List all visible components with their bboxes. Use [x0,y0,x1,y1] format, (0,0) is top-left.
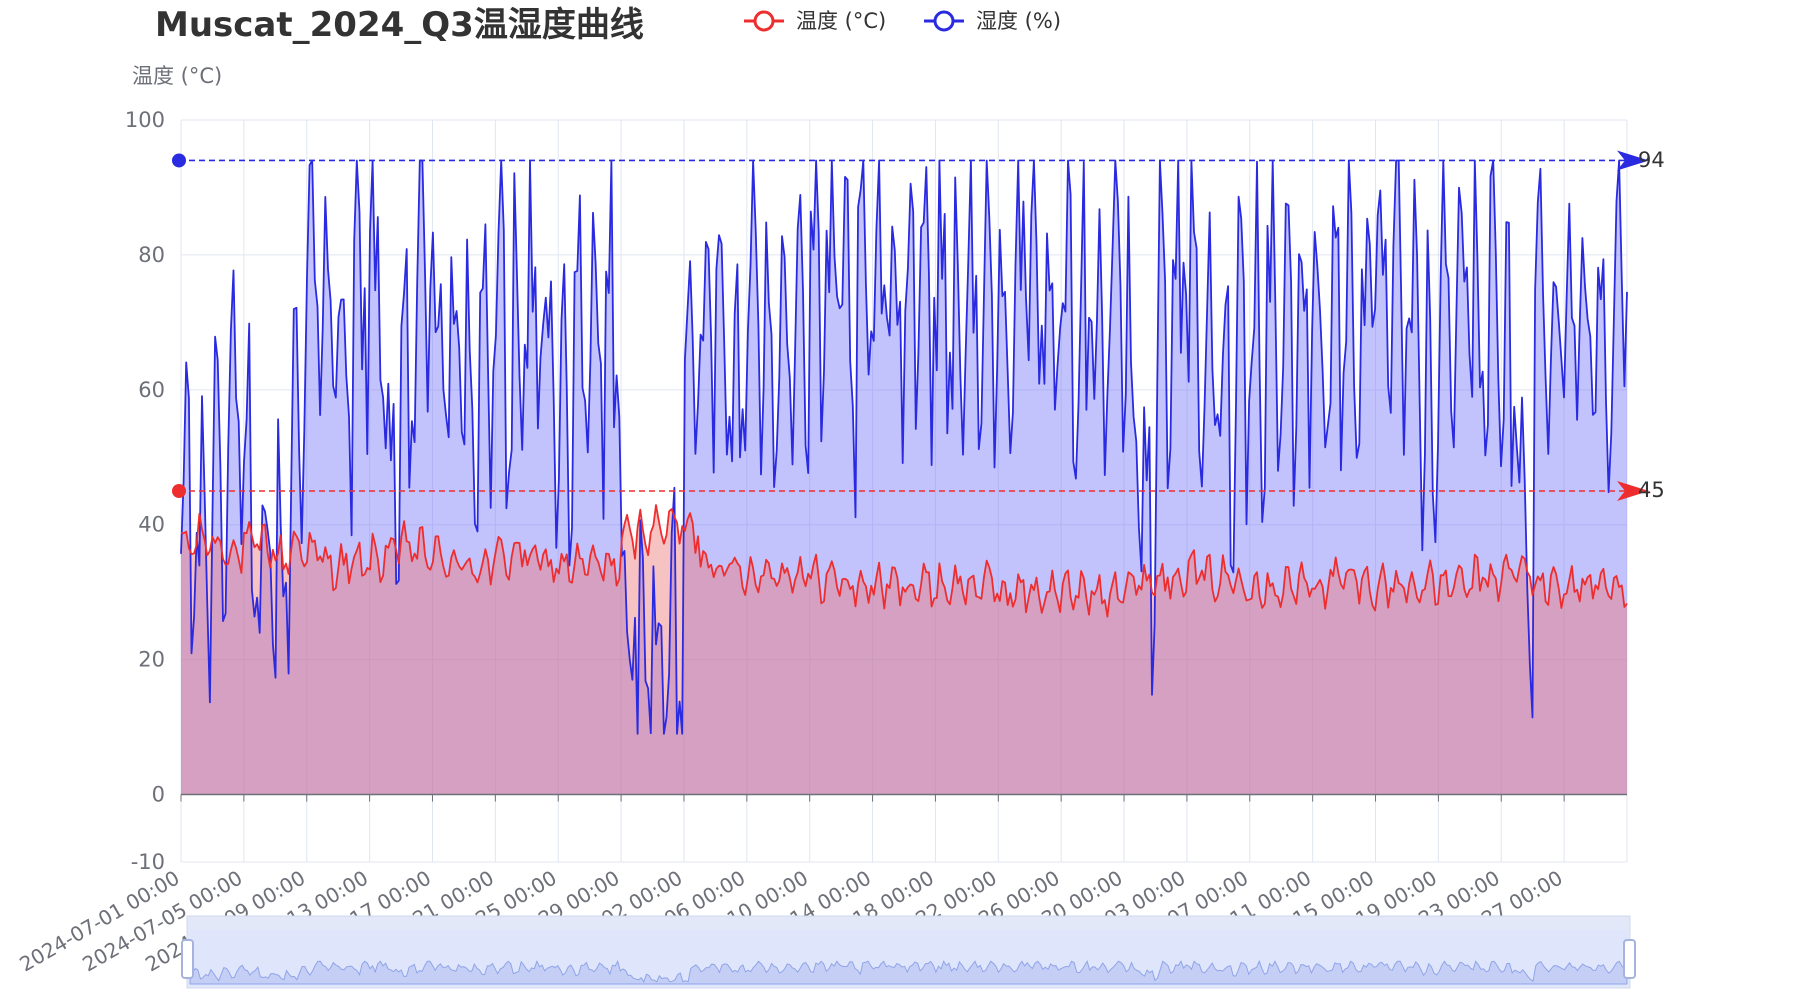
legend-hum-label: 湿度 (%) [976,9,1061,33]
y-axis-name: 温度 (°C) [132,64,222,88]
hum-max-mark-label: 94 [1638,148,1665,172]
y-tick-label: 60 [138,378,165,402]
legend-item-temperature[interactable]: 温度 (°C) [744,9,886,33]
y-tick-label: -10 [131,850,165,874]
legend-item-humidity[interactable]: 湿度 (%) [924,9,1061,33]
series-areas [181,160,1627,795]
y-tick-label: 20 [138,648,165,672]
legend-temp-label: 温度 (°C) [796,9,886,33]
y-axis-ticks: -10 0 20 40 60 80 100 [125,108,165,874]
chart-title: Muscat_2024_Q3温湿度曲线 [155,5,644,45]
hum-max-mark-arrow-icon [1617,150,1649,171]
y-tick-label: 0 [152,783,165,807]
temperature-area [181,505,1627,795]
data-zoom-slider[interactable] [181,915,1636,989]
data-zoom-selected-range[interactable] [190,930,1627,986]
temperature-line[interactable] [180,504,1628,618]
y-tick-label: 40 [138,513,165,537]
data-zoom-right-handle[interactable] [1623,939,1636,979]
data-zoom-left-handle[interactable] [181,939,194,979]
temp-max-mark-label: 45 [1638,478,1665,502]
mark-lines [172,150,1649,501]
y-tick-label: 100 [125,108,165,132]
y-tick-label: 80 [138,243,165,267]
humidity-area [181,160,1627,795]
data-zoom-sparkline [189,959,1628,985]
temp-max-mark-arrow-icon [1617,481,1649,501]
legend[interactable]: 温度 (°C) 湿度 (%) [744,9,1061,33]
legend-temp-circle-icon [753,10,775,32]
legend-hum-circle-icon [933,10,955,32]
